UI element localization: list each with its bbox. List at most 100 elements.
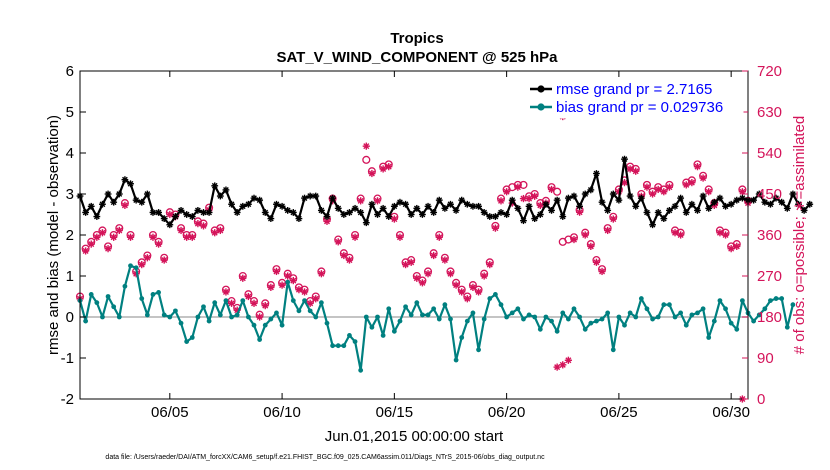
bias-point	[498, 302, 504, 308]
obs-assimilated-marker	[682, 181, 690, 189]
obs-assimilated-marker	[261, 302, 269, 310]
y-tick-left-label: 5	[66, 104, 74, 121]
rmse-point	[508, 196, 516, 204]
obs-assimilated-marker	[345, 256, 354, 264]
obs-assimilated-marker	[121, 201, 129, 209]
obs-assimilated-marker	[154, 240, 163, 248]
rmse-point	[374, 211, 381, 218]
bias-point	[206, 318, 212, 324]
bias-point	[285, 279, 291, 285]
y-tick-right-label: 360	[757, 227, 782, 244]
rmse-point	[626, 192, 634, 200]
obs-assimilated-marker	[413, 274, 421, 282]
bias-point	[217, 312, 223, 318]
bias-point	[184, 339, 190, 344]
bias-point	[302, 298, 307, 303]
bias-point	[622, 322, 627, 328]
rmse-point	[480, 209, 488, 216]
data-file-footnote: data file: /Users/raeder/DAI/ATM_forcXX/…	[105, 454, 545, 461]
obs-assimilated-marker	[138, 261, 146, 269]
rmse-point	[458, 196, 466, 204]
rmse-point	[267, 215, 275, 222]
bias-point	[565, 316, 571, 322]
rmse-point	[407, 211, 415, 218]
obs-assimilated-marker	[632, 167, 640, 175]
rmse-point	[104, 190, 112, 198]
obs-assimilated-marker	[446, 270, 455, 278]
rmse-point	[385, 213, 393, 220]
rmse-point	[576, 202, 583, 210]
rmse-point	[548, 207, 555, 214]
obs-assimilated-marker	[379, 165, 387, 173]
rmse-point	[233, 209, 241, 216]
bias-point	[290, 298, 296, 303]
obs-assimilated-marker	[340, 251, 348, 260]
bias-point	[189, 335, 195, 340]
obs-assimilated-marker	[227, 299, 236, 307]
obs-assimilated-marker	[149, 233, 157, 241]
obs-assimilated-marker	[300, 288, 309, 296]
bias-point	[571, 306, 577, 312]
obs-assimilated-marker	[716, 229, 724, 237]
obs-assimilated-marker	[317, 270, 325, 278]
bias-point	[549, 318, 554, 324]
bias-point	[251, 322, 257, 328]
rmse-point	[463, 200, 471, 208]
rmse-point	[424, 202, 432, 210]
legend-bias-label: bias grand pr = 0.029736	[556, 99, 723, 116]
rmse-point	[143, 190, 151, 198]
rmse-point	[795, 200, 802, 208]
bias-point	[268, 316, 274, 322]
rmse-point	[722, 202, 729, 210]
bias-point	[296, 308, 302, 314]
bias-series	[77, 263, 796, 373]
obs-assimilated-marker	[525, 194, 533, 203]
y-tick-left-label: 0	[66, 309, 74, 326]
bias-point	[156, 290, 161, 295]
bias-point	[661, 302, 667, 308]
obs-assimilated-marker	[166, 210, 174, 219]
bias-point	[470, 310, 476, 316]
bias-point	[139, 296, 145, 301]
obs-assimilated-marker	[643, 183, 651, 191]
bias-point	[790, 302, 796, 308]
rmse-point	[486, 213, 494, 220]
bias-line	[78, 264, 794, 372]
bias-point	[116, 314, 122, 320]
rmse-point	[82, 209, 90, 216]
obs-assimilated-marker	[424, 270, 432, 278]
obs-assimilated-marker	[497, 197, 505, 205]
y-tick-left-label: 6	[66, 63, 74, 80]
bias-point	[161, 312, 167, 318]
bias-point	[425, 312, 431, 318]
rmse-point	[806, 200, 814, 208]
rmse-point	[654, 209, 662, 216]
bias-point	[588, 320, 594, 326]
bias-point	[347, 333, 352, 338]
rmse-point	[497, 209, 505, 216]
rmse-point	[682, 209, 690, 216]
rmse-point	[750, 196, 758, 204]
obs-assimilated-marker	[256, 313, 264, 321]
bias-point	[240, 298, 246, 303]
obs-assimilated-marker	[323, 217, 331, 225]
bias-point	[667, 302, 672, 308]
obs-assimilated-marker	[430, 251, 438, 260]
legend-bias: bias grand pr = 0.029736	[530, 99, 723, 116]
y-ticks-left: -2 -1 0 1 2 3 4 5 6	[61, 63, 86, 408]
obs-assimilated-marker	[373, 197, 382, 205]
bias-point	[537, 326, 543, 332]
rmse-point	[351, 204, 359, 212]
rmse-point	[312, 192, 320, 200]
bias-point	[229, 314, 234, 320]
bias-point	[431, 306, 437, 312]
bias-point	[756, 312, 762, 318]
y-tick-right-label: 540	[757, 145, 782, 162]
obs-assimilated-marker	[368, 169, 376, 178]
rmse-point	[362, 219, 370, 227]
legend-rmse: rmse grand pr = 2.7165	[530, 81, 712, 98]
rmse-point	[172, 213, 179, 220]
obs-assimilated-marker	[654, 185, 662, 194]
bias-point	[403, 304, 408, 310]
y-tick-left-label: 3	[66, 186, 74, 203]
